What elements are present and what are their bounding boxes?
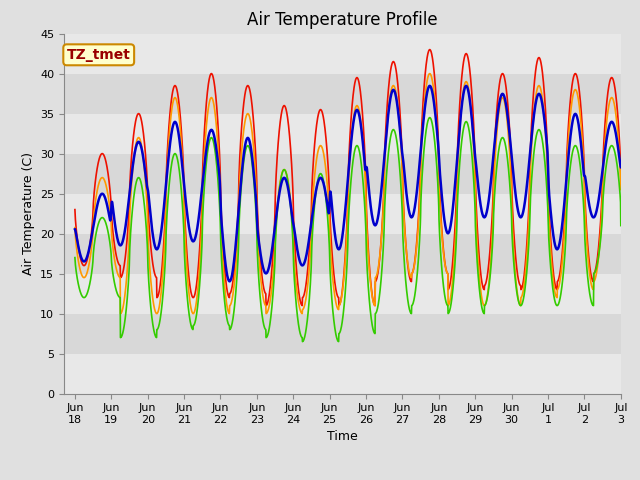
Bar — [64, 154, 621, 193]
AirT 0.35m — [426, 47, 433, 52]
AirT 0.35m — [617, 175, 625, 180]
AirT 1.8m — [507, 172, 515, 178]
AirT 22m — [223, 272, 231, 278]
Title: Air Temperature Profile: Air Temperature Profile — [247, 11, 438, 29]
Bar — [64, 354, 621, 394]
AirT 1.8m — [617, 187, 625, 192]
AirT 6.0m — [584, 279, 592, 285]
AirT 0.35m — [376, 256, 383, 262]
AirT 22m — [71, 227, 79, 232]
AirT 0.35m — [71, 207, 79, 213]
Line: AirT 22m: AirT 22m — [75, 86, 621, 281]
AirT 6.0m — [364, 276, 372, 281]
X-axis label: Time: Time — [327, 431, 358, 444]
AirT 6.0m — [617, 223, 625, 228]
Bar — [64, 274, 621, 313]
Bar — [64, 34, 621, 73]
Line: AirT 1.8m: AirT 1.8m — [75, 73, 621, 313]
Legend: AirT 0.35m, AirT 1.8m, AirT 6.0m, AirT 22m: AirT 0.35m, AirT 1.8m, AirT 6.0m, AirT 2… — [103, 479, 582, 480]
Line: AirT 0.35m: AirT 0.35m — [75, 49, 621, 306]
Line: AirT 6.0m: AirT 6.0m — [75, 118, 621, 342]
AirT 0.35m — [507, 150, 515, 156]
AirT 6.0m — [569, 147, 577, 153]
AirT 6.0m — [299, 339, 307, 345]
AirT 6.0m — [71, 255, 79, 261]
AirT 22m — [426, 83, 433, 89]
AirT 22m — [376, 204, 383, 209]
AirT 0.35m — [584, 248, 592, 254]
AirT 1.8m — [223, 305, 231, 311]
AirT 22m — [584, 196, 592, 202]
AirT 1.8m — [569, 92, 577, 98]
AirT 22m — [226, 278, 234, 284]
AirT 6.0m — [507, 198, 515, 204]
AirT 1.8m — [364, 244, 372, 250]
AirT 6.0m — [376, 292, 383, 298]
Y-axis label: Air Temperature (C): Air Temperature (C) — [22, 152, 35, 275]
Bar — [64, 73, 621, 114]
AirT 0.35m — [223, 288, 231, 293]
Bar — [64, 234, 621, 274]
AirT 22m — [617, 164, 625, 170]
Bar — [64, 313, 621, 354]
Bar — [64, 114, 621, 154]
AirT 1.8m — [426, 71, 433, 76]
AirT 6.0m — [426, 115, 433, 120]
AirT 1.8m — [376, 255, 383, 261]
AirT 22m — [507, 144, 515, 150]
AirT 22m — [364, 174, 372, 180]
AirT 6.0m — [223, 317, 231, 323]
Text: TZ_tmet: TZ_tmet — [67, 48, 131, 62]
AirT 22m — [569, 116, 577, 122]
AirT 1.8m — [116, 311, 124, 316]
AirT 1.8m — [71, 225, 79, 230]
AirT 0.35m — [569, 76, 577, 82]
AirT 1.8m — [584, 257, 592, 263]
AirT 0.35m — [262, 303, 270, 309]
Bar — [64, 193, 621, 234]
AirT 0.35m — [364, 236, 372, 241]
